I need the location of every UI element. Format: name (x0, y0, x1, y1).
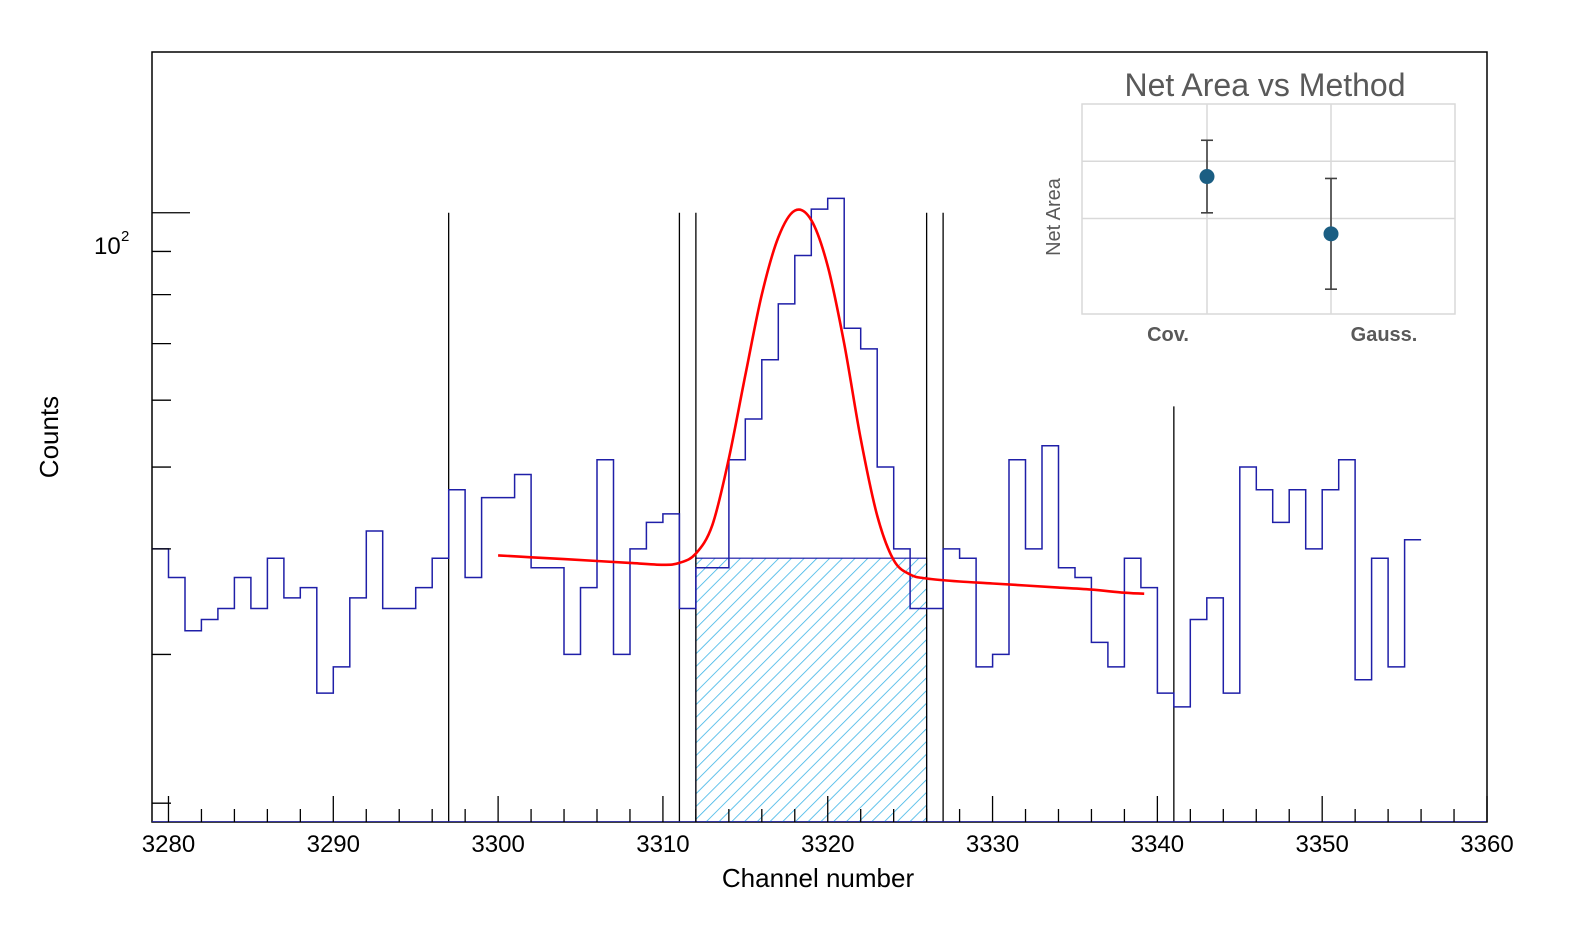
x-tick-label: 3360 (1460, 831, 1513, 858)
inset-points (1199, 139, 1339, 290)
x-tick-label: 3330 (966, 831, 1019, 858)
inset-category-label-gauss: Gauss. (1351, 324, 1418, 346)
histogram-steps (152, 197, 1422, 708)
fit-curve-layer (498, 208, 1145, 595)
x-tick-label: 3280 (142, 831, 195, 858)
x-axis-ticks: 3280 3290 3300 3310 3320 3330 3340 3350 3360 (142, 796, 1514, 858)
inset-background (1081, 103, 1456, 315)
x-tick-label: 3340 (1131, 831, 1184, 858)
region-marker-layer (448, 212, 1175, 822)
y-axis-title: Counts (34, 396, 64, 478)
inset-category-label-cov: Cov. (1147, 324, 1189, 346)
inset-data-point (1323, 226, 1339, 242)
inset-net-area-chart: Net Area vs Method Net Area Cov. Gauss. (1043, 67, 1456, 346)
gaussian-fit-curve (498, 208, 1145, 595)
inset-data-point (1199, 169, 1215, 185)
inset-title: Net Area vs Method (1124, 67, 1405, 103)
y-tick-label-exponent: 2 (121, 228, 129, 245)
x-tick-label: 3300 (471, 831, 524, 858)
histogram-layer (152, 197, 1487, 822)
x-tick-label: 3320 (801, 831, 854, 858)
x-axis-title: Channel number (722, 863, 915, 893)
y-axis-ticks (152, 212, 190, 804)
y-tick-label-base: 10 (94, 233, 121, 260)
x-tick-label: 3310 (636, 831, 689, 858)
x-tick-label: 3350 (1295, 831, 1348, 858)
hatched-peak-region-layer (695, 557, 928, 822)
hatched-peak-region (695, 557, 928, 822)
x-tick-label: 3290 (307, 831, 360, 858)
inset-y-axis-title: Net Area (1043, 177, 1065, 256)
y-tick-label-100: 10 2 (94, 228, 129, 260)
